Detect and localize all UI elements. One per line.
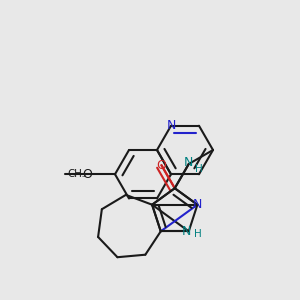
Text: N: N [166,119,176,132]
Text: N: N [184,155,194,169]
Text: CH₃: CH₃ [68,169,87,179]
Text: H: H [194,229,202,239]
Text: O: O [157,159,166,172]
Text: H: H [195,164,202,174]
Text: N: N [182,225,191,238]
Text: N: N [193,198,202,211]
Text: O: O [82,168,92,181]
